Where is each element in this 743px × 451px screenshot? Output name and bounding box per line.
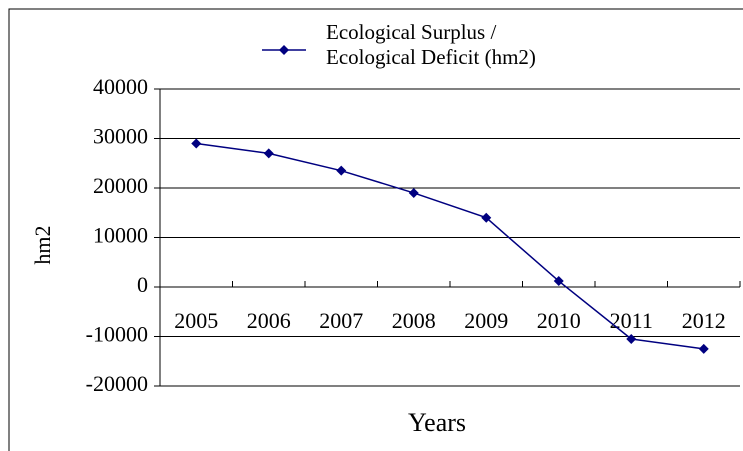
data-point [698, 343, 709, 354]
series-line [196, 142, 704, 350]
legend-label-box: Ecological Surplus / Ecological Deficit … [326, 20, 536, 69]
x-tick-label: 2007 [319, 308, 363, 333]
y-tick-label: 40000 [93, 74, 148, 99]
data-point [481, 212, 492, 223]
x-tick-label: 2012 [682, 308, 726, 333]
x-tick-label: 2008 [392, 308, 436, 333]
x-tick-label: 2005 [174, 308, 218, 333]
y-tick-label: 10000 [93, 223, 148, 248]
data-point [263, 148, 274, 159]
y-tick-label: 20000 [93, 173, 148, 198]
y-tick-label: -20000 [86, 371, 148, 396]
chart-frame [8, 8, 743, 451]
data-point [626, 333, 637, 344]
data-point [553, 276, 564, 287]
y-tick-label: -10000 [86, 322, 148, 347]
x-axis-title: Years [408, 408, 466, 437]
x-tick-label: 2006 [247, 308, 291, 333]
x-tick-label: 2010 [537, 308, 581, 333]
data-point [191, 138, 202, 149]
y-tick-label: 30000 [93, 124, 148, 149]
data-point [336, 165, 347, 176]
x-tick-label: 2011 [610, 308, 653, 333]
legend-label: Ecological Surplus / Ecological Deficit … [326, 20, 536, 69]
y-axis-title: hm2 [30, 225, 55, 264]
data-point [408, 187, 419, 198]
y-tick-label: 0 [137, 272, 148, 297]
legend-marker [279, 45, 289, 55]
x-tick-label: 2009 [464, 308, 508, 333]
